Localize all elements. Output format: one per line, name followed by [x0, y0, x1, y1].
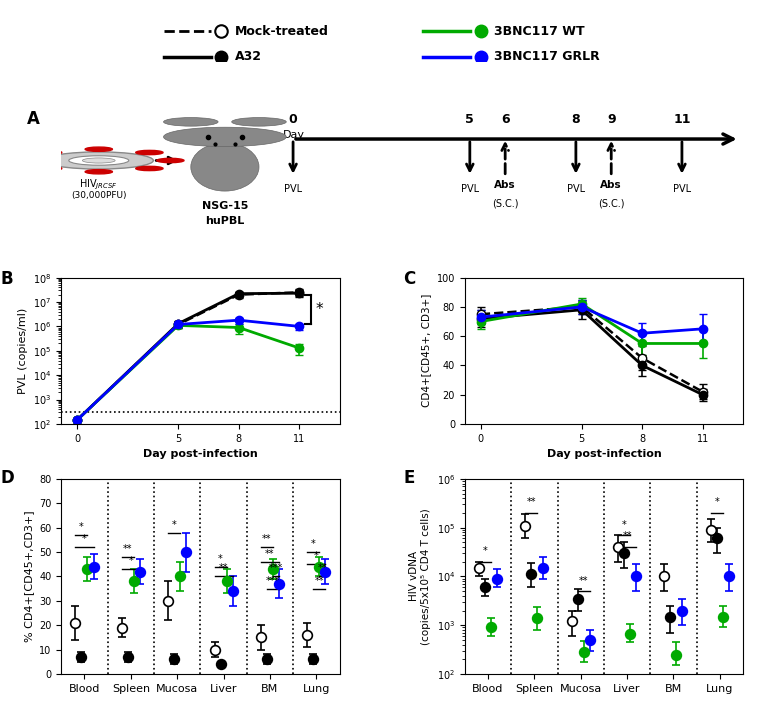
- Text: **: **: [318, 564, 327, 574]
- Text: (S.C.): (S.C.): [598, 198, 624, 208]
- Text: 6: 6: [501, 113, 509, 126]
- Text: **: **: [315, 576, 324, 586]
- Text: **: **: [265, 549, 275, 559]
- Text: C: C: [404, 270, 416, 288]
- Text: Mock-treated: Mock-treated: [235, 25, 329, 38]
- Circle shape: [164, 118, 218, 126]
- Text: **: **: [123, 544, 133, 554]
- Text: **: **: [262, 534, 272, 544]
- Text: *: *: [129, 556, 133, 566]
- Text: *: *: [79, 522, 83, 532]
- Text: 8: 8: [571, 113, 580, 126]
- Text: D: D: [0, 469, 14, 487]
- Text: PVL: PVL: [461, 184, 479, 194]
- Text: 0: 0: [289, 113, 297, 126]
- Circle shape: [44, 152, 153, 169]
- Text: (S.C.): (S.C.): [492, 198, 519, 208]
- Text: 5: 5: [466, 113, 474, 126]
- Text: PVL: PVL: [567, 184, 585, 194]
- Circle shape: [14, 158, 41, 163]
- Y-axis label: PVL (copies/ml): PVL (copies/ml): [18, 308, 28, 394]
- Text: *: *: [172, 520, 177, 530]
- Text: B: B: [0, 270, 13, 288]
- Circle shape: [231, 118, 286, 126]
- Text: Day: Day: [283, 130, 305, 140]
- Text: **: **: [219, 564, 228, 574]
- Text: PVL: PVL: [673, 184, 691, 194]
- Text: huPBL: huPBL: [205, 217, 244, 227]
- Text: E: E: [404, 469, 415, 487]
- Ellipse shape: [191, 143, 259, 191]
- Circle shape: [85, 170, 113, 174]
- Text: *: *: [715, 498, 719, 508]
- Text: ***: ***: [269, 564, 283, 574]
- Circle shape: [69, 156, 129, 165]
- Text: **: **: [526, 498, 536, 508]
- Text: 9: 9: [607, 113, 616, 126]
- Text: *: *: [314, 551, 319, 561]
- Circle shape: [164, 127, 286, 146]
- Text: Abs: Abs: [601, 180, 622, 190]
- Text: Abs: Abs: [494, 180, 516, 190]
- Text: *: *: [316, 302, 323, 317]
- X-axis label: Day post-infection: Day post-infection: [143, 450, 258, 460]
- Circle shape: [34, 151, 62, 155]
- X-axis label: Day post-infection: Day post-infection: [546, 450, 661, 460]
- Text: **: **: [579, 576, 588, 586]
- Text: PVL: PVL: [284, 184, 302, 194]
- Text: ***: ***: [266, 576, 280, 586]
- Text: 11: 11: [673, 113, 691, 126]
- Circle shape: [136, 166, 163, 171]
- Circle shape: [157, 158, 184, 163]
- Text: NSG-15: NSG-15: [201, 201, 248, 212]
- Text: *: *: [311, 539, 316, 549]
- Circle shape: [83, 158, 115, 163]
- Text: A: A: [28, 110, 40, 128]
- Text: 3BNC117 GRLR: 3BNC117 GRLR: [494, 50, 600, 63]
- Circle shape: [136, 151, 163, 155]
- Text: *: *: [82, 534, 87, 544]
- Circle shape: [34, 166, 62, 171]
- Text: **: **: [622, 531, 632, 541]
- Text: A32: A32: [235, 50, 262, 63]
- Y-axis label: HIV vDNA
(copies/5x10⁵ CD4 T cells): HIV vDNA (copies/5x10⁵ CD4 T cells): [409, 508, 431, 645]
- Y-axis label: % CD4+[CD45+,CD3+]: % CD4+[CD45+,CD3+]: [24, 511, 34, 642]
- Text: *: *: [483, 546, 487, 556]
- Text: 3BNC117 WT: 3BNC117 WT: [494, 25, 584, 38]
- Text: HIV$_{JRCSF}$: HIV$_{JRCSF}$: [80, 178, 118, 192]
- Y-axis label: CD4+[CD45+, CD3+]: CD4+[CD45+, CD3+]: [421, 294, 431, 407]
- Circle shape: [85, 147, 113, 151]
- Text: *: *: [622, 520, 627, 530]
- Text: *: *: [218, 554, 223, 564]
- Text: (30,000PFU): (30,000PFU): [71, 191, 126, 199]
